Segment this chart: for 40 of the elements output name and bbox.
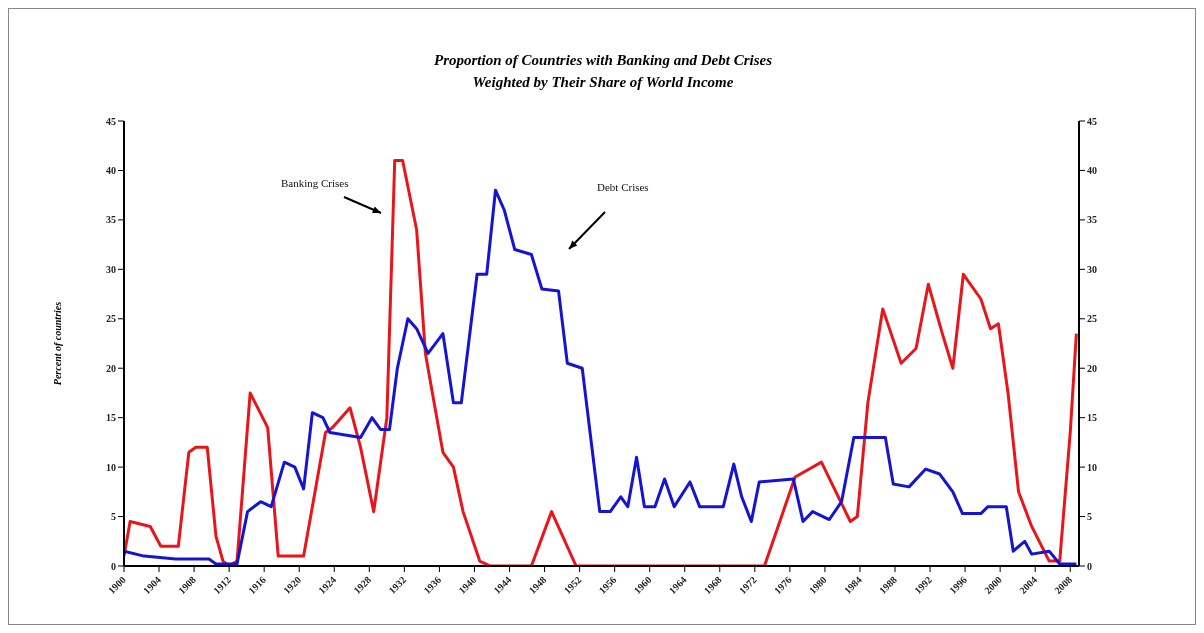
y-tick-label: 5 — [111, 511, 116, 523]
y-tick-label: 40 — [106, 164, 116, 176]
x-tick-label: 1964 — [666, 574, 689, 597]
x-tick-label: 1972 — [736, 574, 759, 597]
chart-title: Proportion of Countries with Banking and Debt Crises — [433, 51, 773, 70]
x-tick-label: 1956 — [596, 574, 619, 597]
annotation: Banking Crises — [281, 177, 349, 189]
y2-tick-label: 40 — [1087, 164, 1097, 176]
x-tick-label: 1912 — [211, 574, 234, 597]
y2-tick-label: 35 — [1087, 214, 1097, 226]
x-tick-label: 1968 — [701, 574, 724, 597]
y-tick-label: 15 — [106, 412, 116, 424]
x-tick-label: 2000 — [982, 574, 1005, 597]
y2-tick-label: 25 — [1087, 313, 1097, 325]
y2-tick-label: 30 — [1087, 263, 1097, 275]
x-tick-label: 1948 — [526, 574, 549, 597]
x-tick-label: 1980 — [806, 574, 829, 597]
y-tick-label: 0 — [111, 560, 116, 572]
y-tick-label: 25 — [106, 313, 116, 325]
y-axis-title: Percent of countries — [51, 301, 63, 386]
y-tick-label: 45 — [106, 115, 116, 127]
y2-tick-label: 20 — [1087, 362, 1097, 374]
y-tick-label: 10 — [106, 461, 116, 473]
y2-tick-label: 0 — [1087, 560, 1092, 572]
y-tick-label: 30 — [106, 263, 116, 275]
x-tick-label: 1952 — [561, 574, 584, 597]
x-tick-label: 1920 — [281, 574, 304, 597]
x-tick-label: 1940 — [456, 574, 479, 597]
x-tick-label: 1960 — [631, 574, 654, 597]
y-tick-label: 35 — [106, 214, 116, 226]
y-tick-label: 20 — [106, 362, 116, 374]
y2-tick-label: 15 — [1087, 412, 1097, 424]
x-tick-label: 1992 — [912, 574, 934, 597]
y2-tick-label: 45 — [1087, 115, 1097, 127]
x-tick-label: 1932 — [386, 574, 409, 597]
y2-tick-label: 5 — [1087, 511, 1092, 523]
x-tick-label: 1900 — [105, 574, 128, 597]
annotation: Debt Crises — [597, 181, 649, 193]
y2-tick-label: 10 — [1087, 461, 1097, 473]
chart-subtitle: Weighted by Their Share of World Income — [471, 73, 735, 92]
